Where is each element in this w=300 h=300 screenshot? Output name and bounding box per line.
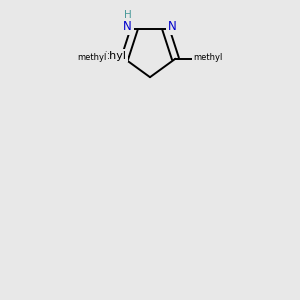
Text: methyl: methyl	[87, 51, 126, 61]
Text: H: H	[124, 10, 132, 20]
Text: N: N	[168, 20, 177, 33]
Text: methyl: methyl	[194, 53, 223, 62]
Text: N: N	[123, 20, 132, 33]
Text: methyl: methyl	[77, 53, 106, 62]
